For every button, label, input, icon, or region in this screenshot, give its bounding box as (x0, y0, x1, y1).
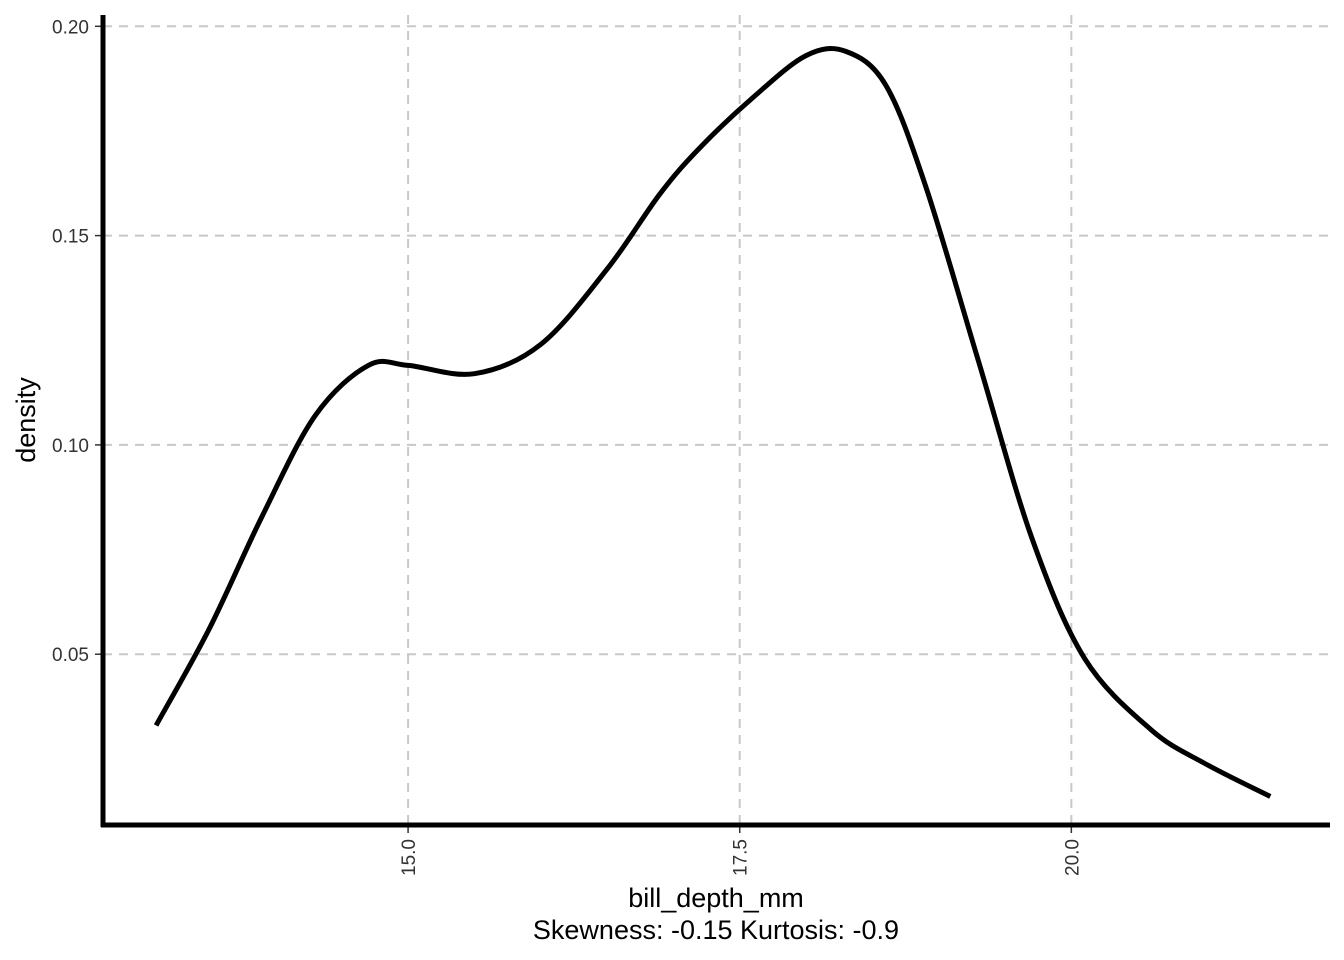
chart-subtitle: Skewness: -0.15 Kurtosis: -0.9 (533, 915, 899, 945)
y-tick-label: 0.10 (52, 436, 89, 457)
x-gridlines (407, 15, 1073, 825)
x-axis-title: bill_depth_mm (628, 883, 804, 913)
x-tick-label: 15.0 (399, 839, 420, 876)
y-tick-label: 0.20 (52, 17, 89, 38)
y-axis-ticks: 0.05 0.10 0.15 0.20 (52, 17, 103, 666)
y-gridlines (103, 25, 1330, 656)
density-curve (153, 46, 1272, 799)
y-tick-label: 0.05 (52, 645, 89, 666)
x-axis-ticks: 15.0 17.5 20.0 (399, 825, 1083, 876)
y-tick-label: 0.15 (52, 227, 89, 248)
x-tick-label: 20.0 (1062, 839, 1083, 876)
y-axis-title: density (11, 377, 41, 463)
x-tick-label: 17.5 (731, 839, 752, 876)
